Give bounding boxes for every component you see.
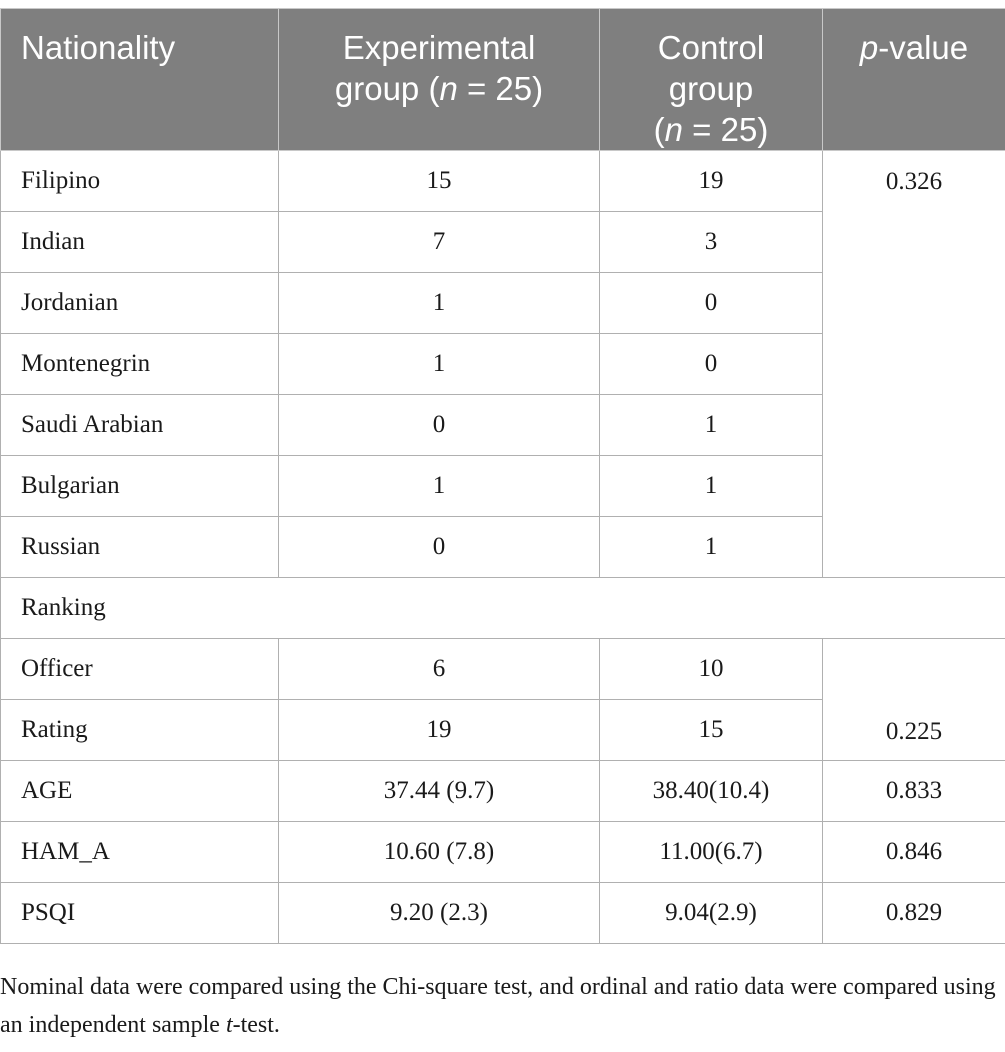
header-experimental-line2-pre: group ( xyxy=(334,70,440,107)
row-label: PSQI xyxy=(0,882,279,944)
row-label: Indian xyxy=(0,211,279,273)
experimental-cell: 15 xyxy=(278,150,600,212)
demographics-table: Nationality Experimental group (n = 25) … xyxy=(0,8,1005,944)
header-control-line2: group xyxy=(668,70,754,107)
footnote-t-italic: t xyxy=(225,1012,233,1038)
row-label: HAM_A xyxy=(0,821,279,883)
control-cell: 9.04(2.9) xyxy=(599,882,823,944)
control-cell: 11.00(6.7) xyxy=(599,821,823,883)
header-control-line3-post: = 25) xyxy=(683,111,769,148)
header-control-line3-pre: ( xyxy=(653,111,665,148)
control-cell: 15 xyxy=(599,699,823,761)
header-p-rest: -value xyxy=(878,29,969,66)
table-row: Jordanian 1 0 xyxy=(0,272,1005,334)
table-footnote: Nominal data were compared using the Chi… xyxy=(0,968,1005,1044)
footnote-text-pre: Nominal data were compared using the Chi… xyxy=(0,974,996,1038)
footnote-text-post: -test. xyxy=(232,1012,280,1038)
experimental-cell: 10.60 (7.8) xyxy=(278,821,600,883)
header-nationality-text: Nationality xyxy=(21,29,176,66)
header-row: Nationality Experimental group (n = 25) … xyxy=(0,8,1005,151)
table-row: AGE 37.44 (9.7) 38.40(10.4) 0.833 xyxy=(0,760,1005,822)
p-value-cell: 0.829 xyxy=(822,882,1005,944)
experimental-cell: 1 xyxy=(278,272,600,334)
control-cell: 1 xyxy=(599,455,823,517)
table-body: Filipino 15 19 0.326 Indian 7 3 Jordania… xyxy=(0,150,1005,944)
header-p-value: p-value xyxy=(822,8,1005,151)
experimental-cell: 19 xyxy=(278,699,600,761)
table-row: Filipino 15 19 0.326 xyxy=(0,150,1005,578)
header-experimental-n: n xyxy=(439,70,458,107)
row-label: Bulgarian xyxy=(0,455,279,517)
row-label: Montenegrin xyxy=(0,333,279,395)
experimental-cell: 0 xyxy=(278,516,600,578)
control-cell: 0 xyxy=(599,272,823,334)
control-cell: 1 xyxy=(599,516,823,578)
experimental-cell: 1 xyxy=(278,455,600,517)
header-experimental-line1: Experimental xyxy=(342,29,536,66)
header-experimental-group: Experimental group (n = 25) xyxy=(278,8,600,151)
table-row: Indian 7 3 xyxy=(0,211,1005,273)
header-control-group: Control group (n = 25) xyxy=(599,8,823,151)
experimental-cell: 1 xyxy=(278,333,600,395)
row-label: AGE xyxy=(0,760,279,822)
table-row: HAM_A 10.60 (7.8) 11.00(6.7) 0.846 xyxy=(0,821,1005,883)
table-row: Russian 0 1 xyxy=(0,516,1005,578)
control-cell: 19 xyxy=(599,150,823,212)
header-p-italic: p xyxy=(859,29,879,66)
p-value-cell: 0.846 xyxy=(822,821,1005,883)
ranking-section-label: Ranking xyxy=(0,577,1005,639)
control-cell: 3 xyxy=(599,211,823,273)
table-row: PSQI 9.20 (2.3) 9.04(2.9) 0.829 xyxy=(0,882,1005,944)
control-cell: 10 xyxy=(599,638,823,700)
p-value-cell: 0.833 xyxy=(822,760,1005,822)
row-label: Saudi Arabian xyxy=(0,394,279,456)
experimental-cell: 37.44 (9.7) xyxy=(278,760,600,822)
table-row: Officer 6 10 0.225 xyxy=(0,638,1005,761)
header-control-line1: Control xyxy=(657,29,765,66)
nationality-p-value-cell: 0.326 xyxy=(822,150,1005,578)
header-experimental-line2-post: = 25) xyxy=(457,70,544,107)
row-label: Rating xyxy=(0,699,279,761)
table-row: Bulgarian 1 1 xyxy=(0,455,1005,517)
experimental-cell: 9.20 (2.3) xyxy=(278,882,600,944)
control-cell: 1 xyxy=(599,394,823,456)
table-header: Nationality Experimental group (n = 25) … xyxy=(0,8,1005,151)
header-nationality: Nationality xyxy=(0,8,279,151)
control-cell: 0 xyxy=(599,333,823,395)
row-label: Officer xyxy=(0,638,279,700)
experimental-cell: 6 xyxy=(278,638,600,700)
ranking-p-value-cell: 0.225 xyxy=(822,638,1005,761)
table-row: Saudi Arabian 0 1 xyxy=(0,394,1005,456)
table-row: Rating 19 15 xyxy=(0,699,1005,761)
header-control-n: n xyxy=(664,111,684,148)
experimental-cell: 0 xyxy=(278,394,600,456)
row-label: Jordanian xyxy=(0,272,279,334)
row-label: Filipino xyxy=(0,150,279,212)
control-cell: 38.40(10.4) xyxy=(599,760,823,822)
row-label: Russian xyxy=(0,516,279,578)
ranking-section-row: Ranking xyxy=(0,577,1005,639)
experimental-cell: 7 xyxy=(278,211,600,273)
